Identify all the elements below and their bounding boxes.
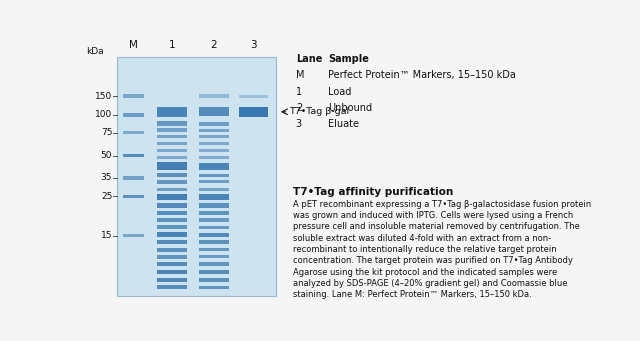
Bar [157,248,187,252]
Bar [199,135,229,138]
Bar [157,270,187,274]
Text: concentration. The target protein was purified on T7•Tag Antibody: concentration. The target protein was pu… [293,256,573,265]
Bar [239,94,269,98]
Bar [123,94,144,98]
Bar [157,142,187,145]
Bar [199,180,229,183]
Text: Lane: Lane [296,54,322,64]
Text: kDa: kDa [86,47,104,57]
Bar [157,107,187,117]
Text: A pET recombinant expressing a T7•Tag β-galactosidase fusion protein: A pET recombinant expressing a T7•Tag β-… [293,200,591,209]
Bar [199,163,229,169]
Text: 3: 3 [250,40,257,50]
Bar [199,194,229,200]
Text: analyzed by SDS-PAGE (4–20% gradient gel) and Coomassie blue: analyzed by SDS-PAGE (4–20% gradient gel… [293,279,568,288]
Text: 150: 150 [95,92,112,101]
Bar [157,156,187,160]
Bar [199,218,229,222]
Text: staining. Lane M: Perfect Protein™ Markers, 15–150 kDa.: staining. Lane M: Perfect Protein™ Marke… [293,290,532,299]
Bar [199,174,229,177]
Text: Sample: Sample [328,54,369,64]
Bar [199,233,229,237]
Text: T7•Tag affinity purification: T7•Tag affinity purification [293,187,454,197]
Text: 2: 2 [211,40,217,50]
Bar [157,173,187,177]
Bar [199,121,229,126]
Text: Perfect Protein™ Markers, 15–150 kDa: Perfect Protein™ Markers, 15–150 kDa [328,70,516,80]
Text: soluble extract was diluted 4-fold with an extract from a non-: soluble extract was diluted 4-fold with … [293,234,552,243]
Bar [157,211,187,215]
Text: 35: 35 [100,174,112,182]
Bar [117,57,276,296]
Text: T7•Tag β-gal: T7•Tag β-gal [289,107,349,116]
Bar [157,135,187,138]
Bar [199,107,229,116]
Bar [157,218,187,222]
Bar [123,234,144,237]
Bar [157,285,187,289]
Text: Agarose using the kit protocol and the indicated samples were: Agarose using the kit protocol and the i… [293,268,557,277]
Bar [157,129,187,132]
Text: Unbound: Unbound [328,103,372,113]
Bar [157,194,187,200]
Bar [199,278,229,282]
Text: 15: 15 [100,231,112,240]
Text: 1: 1 [168,40,175,50]
Bar [123,195,144,198]
Bar [199,188,229,191]
Bar [123,176,144,180]
Bar [199,226,229,229]
Bar [199,285,229,289]
Text: Load: Load [328,87,351,97]
Bar [157,225,187,229]
Bar [157,188,187,191]
Text: 75: 75 [100,128,112,137]
Bar [199,129,229,132]
Bar [199,248,229,251]
Text: 25: 25 [101,192,112,201]
Text: recombinant to intentionally reduce the relative target protein: recombinant to intentionally reduce the … [293,245,557,254]
Text: 50: 50 [100,151,112,160]
Bar [199,142,229,145]
Bar [199,262,229,266]
Bar [123,131,144,134]
Bar [123,114,144,117]
Bar [199,255,229,258]
Bar [157,203,187,208]
Bar [157,163,187,170]
Text: was grown and induced with IPTG. Cells were lysed using a French: was grown and induced with IPTG. Cells w… [293,211,573,220]
Bar [157,180,187,183]
Bar [157,262,187,266]
Bar [157,255,187,258]
Text: 100: 100 [95,110,112,119]
Bar [239,107,269,117]
Text: 1: 1 [296,87,302,97]
Bar [157,240,187,244]
Bar [157,232,187,237]
Bar [199,211,229,215]
Bar [199,270,229,274]
Bar [199,156,229,159]
Bar [199,94,229,98]
Text: pressure cell and insoluble material removed by centrifugation. The: pressure cell and insoluble material rem… [293,222,580,231]
Bar [123,154,144,157]
Text: Eluate: Eluate [328,119,359,129]
Bar [157,278,187,282]
Bar [199,149,229,152]
Text: 2: 2 [296,103,302,113]
Bar [157,149,187,152]
Text: M: M [296,70,304,80]
Text: 3: 3 [296,119,302,129]
Bar [199,240,229,244]
Bar [199,204,229,208]
Text: M: M [129,40,138,50]
Bar [157,121,187,126]
